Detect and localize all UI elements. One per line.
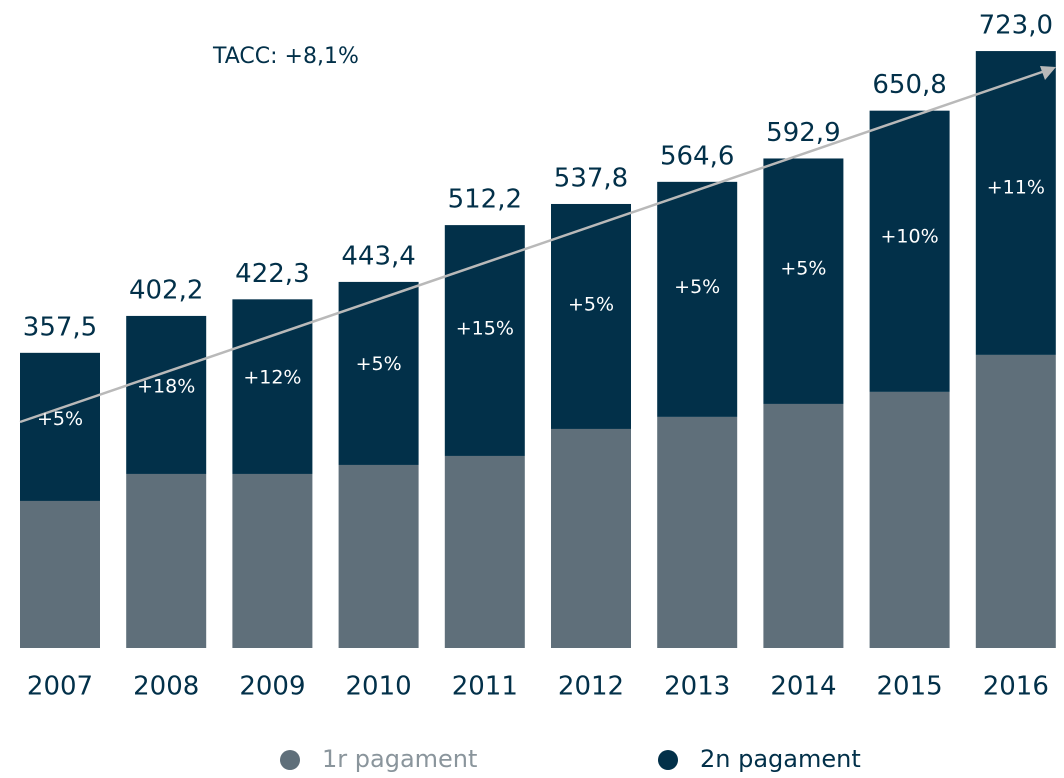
growth-label: +5% [780,257,826,279]
bar-segment [975,354,1056,648]
total-label: 443,4 [341,241,415,271]
bar-segment [657,181,738,417]
x-tick-label: 2011 [452,672,518,702]
x-tick-label: 2012 [558,672,624,702]
bars [20,51,1056,648]
labels: 2007 357,5 +5% 2008 402,2 +18% 2009 422,3 +12% 20… [23,11,1053,702]
bar-segment [975,51,1056,355]
bar-segment [338,464,419,648]
legend-label: 1r pagament [322,745,477,773]
bar-segment [20,500,100,648]
growth-label: +18% [137,376,195,398]
x-tick-label: 2014 [770,672,836,702]
bar-segment [232,299,313,474]
bar-segment [551,428,631,648]
total-label: 537,8 [554,163,628,193]
x-tick-label: 2008 [133,672,199,702]
bar-segment [20,352,100,501]
bar-segment [869,391,950,648]
x-tick-label: 2015 [877,672,943,702]
growth-label: +5% [37,408,83,430]
growth-label: +10% [881,226,939,248]
bar-segment [338,281,419,465]
total-label: 564,6 [660,141,734,171]
total-label: 422,3 [235,259,309,289]
bar-segment [763,403,844,648]
legend-swatch [280,750,300,770]
annotation: TACC: +8,1% [212,44,359,69]
total-label: 650,8 [872,70,946,100]
trend-arrow [19,69,1046,424]
bar-segment [551,203,631,429]
x-tick-label: 2010 [346,672,412,702]
total-label: 723,0 [979,11,1053,41]
legend-label: 2n pagament [700,745,861,773]
x-tick-label: 2016 [983,672,1049,702]
total-label: 402,2 [129,275,203,305]
bar-segment [444,225,525,456]
growth-label: +11% [987,176,1045,198]
trend-arrow-head [1040,66,1056,80]
total-label: 512,2 [448,185,522,215]
growth-label: +15% [456,317,514,339]
bar-segment [126,315,207,474]
growth-label: +12% [243,366,301,388]
growth-label: +5% [568,294,614,316]
x-tick-label: 2009 [239,672,305,702]
growth-label: +5% [356,353,402,375]
bar-segment [869,110,950,392]
x-tick-label: 2013 [664,672,730,702]
x-tick-label: 2007 [27,672,93,702]
total-label: 357,5 [23,312,97,342]
bar-segment [657,416,738,648]
bar-segment [126,473,207,648]
legend-swatch [658,750,678,770]
bar-segment [444,455,525,648]
total-label: 592,9 [766,118,840,148]
growth-label: +5% [674,276,720,298]
bar-segment [763,158,844,404]
bar-segment [232,473,313,648]
